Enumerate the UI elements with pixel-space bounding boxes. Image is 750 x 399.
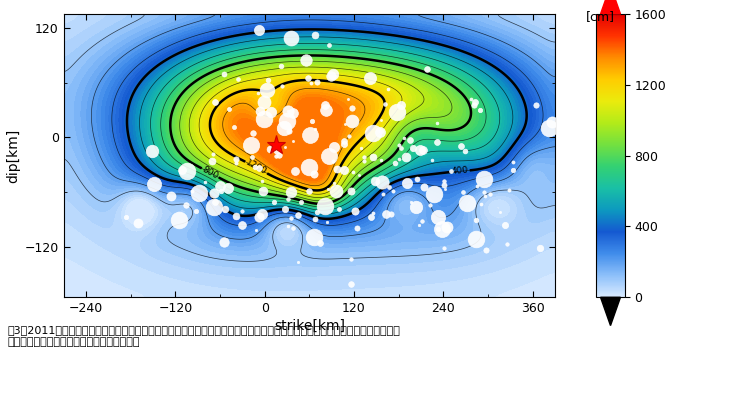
Text: [cm]: [cm] [586,10,614,23]
Polygon shape [601,0,620,14]
X-axis label: strike[km]: strike[km] [274,319,345,333]
Y-axis label: dip[km]: dip[km] [7,128,20,183]
Text: 800: 800 [200,165,220,181]
Text: 1200: 1200 [244,158,268,177]
Text: 400: 400 [452,166,469,176]
Polygon shape [601,297,620,326]
Text: 嘦3：2011年東北地方太平洋沖地震（東日本大震災）の余震活動（図中の白丸）をデータとして推定した、本震発生時の変位の
空間分布。赤星印は気象庁による震源位置。: 嘦3：2011年東北地方太平洋沖地震（東日本大震災）の余震活動（図中の白丸）をデ… [8,325,400,347]
